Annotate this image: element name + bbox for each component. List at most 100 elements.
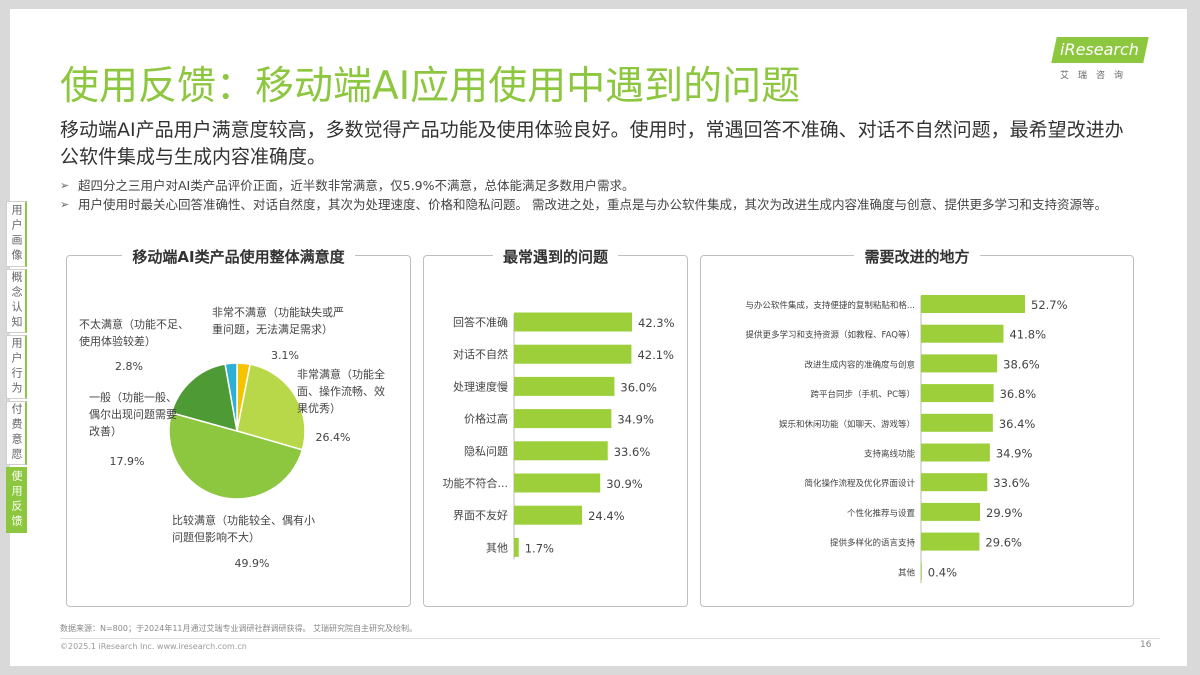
pie-slice <box>236 363 306 451</box>
pie-label: 不太满意（功能不足、 <box>79 317 189 331</box>
pie-label: 非常不满意（功能缺失或严 <box>212 305 344 319</box>
value-label: 38.6% <box>1003 357 1040 371</box>
bullet-list: 超四分之三用户对AI类产品评价正面，近半数非常满意，仅5.9%不满意，总体能满足… <box>60 176 1140 214</box>
improvements-bar-chart: 与办公软件集成，支持便捷的复制粘贴和格... 52.7% 提供更多学习和支持资源（如… <box>745 295 1068 584</box>
pie-label: 面、操作流畅、效 <box>297 384 385 398</box>
nav-tab-user-behavior[interactable]: 用户行为 <box>6 335 27 399</box>
bar <box>921 532 980 551</box>
value-label: 30.9% <box>606 477 643 491</box>
value-label: 36.8% <box>1000 387 1037 401</box>
pie-label: 非常满意（功能全 <box>297 367 385 381</box>
category-label: 处理速度慢 <box>453 379 508 393</box>
panel-title: 需要改进的地方 <box>701 246 1133 267</box>
category-label: 其他 <box>486 541 508 554</box>
panel-title-text: 最常遇到的问题 <box>492 248 618 266</box>
bar <box>514 505 583 525</box>
panel-title: 最常遇到的问题 <box>424 246 687 267</box>
value-label: 34.9% <box>617 413 654 427</box>
category-label: 简化操作流程及优化界面设计 <box>804 478 915 489</box>
panel-title: 移动端AI类产品使用整体满意度 <box>67 246 410 267</box>
logo-text: iResearch <box>1060 40 1139 59</box>
category-label: 对话不自然 <box>453 347 508 361</box>
pie-value-label: 17.9% <box>110 455 145 468</box>
value-label: 24.4% <box>588 509 625 523</box>
page-number: 16 <box>1140 640 1152 650</box>
nav-tab-usage-feedback[interactable]: 使用反馈 <box>6 467 27 533</box>
value-label: 29.6% <box>985 536 1022 550</box>
value-label: 33.6% <box>614 445 651 459</box>
pie-slice <box>170 363 238 433</box>
category-label: 隐私问题 <box>464 445 508 458</box>
pie-value-label: 2.8% <box>115 360 143 373</box>
bar <box>921 502 981 521</box>
pie-value-label: 26.4% <box>316 431 351 444</box>
logo-subtext: 艾瑞咨询 <box>1060 71 1133 81</box>
pie-label: 偶尔出现问题需要 <box>89 407 177 421</box>
bullet-item: 超四分之三用户对AI类产品评价正面，近半数非常满意，仅5.9%不满意，总体能满足… <box>60 176 1140 195</box>
bar <box>514 537 519 557</box>
bar <box>921 324 1004 343</box>
bar <box>921 295 1025 313</box>
bar <box>514 312 632 332</box>
category-label: 其他 <box>898 567 916 578</box>
bar <box>514 441 608 461</box>
bar <box>514 344 632 364</box>
pie-value-label: 3.1% <box>271 349 299 362</box>
bar <box>921 413 993 432</box>
page-title: 使用反馈：移动端AI应用使用中遇到的问题 <box>60 64 801 109</box>
category-label: 改进生成内容的准确度与创意 <box>804 359 915 370</box>
pie-slice <box>168 411 304 500</box>
pie-label: 果优秀） <box>297 402 341 415</box>
value-label: 34.9% <box>996 447 1033 461</box>
category-label: 功能不符合... <box>443 476 509 490</box>
value-label: 36.4% <box>999 417 1036 431</box>
panel-title-text: 需要改进的地方 <box>854 248 980 266</box>
value-label: 52.7% <box>1031 298 1068 312</box>
nav-tab-payment-willingness[interactable]: 付费意愿 <box>6 401 27 465</box>
value-label: 29.9% <box>986 506 1023 520</box>
bar <box>514 473 601 493</box>
category-label: 娱乐和休闲功能（如聊天、游戏等） <box>779 419 915 430</box>
value-label: 42.1% <box>637 348 674 362</box>
pie-label: 比较满意（功能较全、偶有小 <box>172 513 315 527</box>
category-label: 提供多样化的语言支持 <box>830 538 916 549</box>
copyright: ©2025.1 iResearch Inc. www.iresearch.com… <box>60 642 247 651</box>
value-label: 41.8% <box>1009 328 1046 342</box>
category-label: 跨平台同步（手机、PC等） <box>810 389 915 400</box>
category-label: 与办公软件集成，支持便捷的复制粘贴和格... <box>745 300 915 311</box>
category-label: 提供更多学习和支持资源（如教程、FAQ等） <box>746 330 915 341</box>
pie-value-label: 49.9% <box>235 557 270 570</box>
bar <box>921 562 922 581</box>
pie-label: 问题但影响不大） <box>172 530 260 544</box>
bar <box>921 354 998 373</box>
bar <box>921 384 994 403</box>
iresearch-logo: iResearch 艾瑞咨询 <box>1050 37 1150 89</box>
bar <box>514 409 612 429</box>
bullet-item: 用户使用时最关心回答准确性、对话自然度，其次为处理速度、价格和隐私问题。 需改进… <box>60 195 1140 214</box>
footer-divider <box>60 638 1160 639</box>
problems-panel: 最常遇到的问题 回答不准确 42.3% 对话不自然 42.1% 处理速度慢 36.0% 价格… <box>423 248 688 607</box>
category-label: 回答不准确 <box>453 315 508 329</box>
improvements-panel: 需要改进的地方 与办公软件集成，支持便捷的复制粘贴和格... 52.7% 提供更多学… <box>700 248 1134 607</box>
side-navigation: 用户画像 概念认知 用户行为 付费意愿 使用反馈 <box>6 201 30 535</box>
nav-tab-user-profile[interactable]: 用户画像 <box>6 201 27 267</box>
bar <box>514 376 615 396</box>
bar <box>921 473 988 492</box>
value-label: 33.6% <box>993 476 1030 490</box>
bar <box>921 443 990 462</box>
page-subtitle: 移动端AI产品用户满意度较高，多数觉得产品功能及使用体验良好。使用时，常遇回答不… <box>60 119 1124 168</box>
category-label: 个性化推荐与设置 <box>847 508 916 519</box>
satisfaction-panel: 移动端AI类产品使用整体满意度 比较满意（功能较全、偶有小 问题但影响不大） 49.… <box>66 248 411 607</box>
nav-tab-concept-awareness[interactable]: 概念认知 <box>6 269 27 333</box>
problems-bar-chart: 回答不准确 42.3% 对话不自然 42.1% 处理速度慢 36.0% 价格过高 34.9% 隐… <box>443 312 675 560</box>
value-label: 42.3% <box>638 316 675 330</box>
pie-label: 改善） <box>89 424 122 438</box>
panel-title-text: 移动端AI类产品使用整体满意度 <box>122 248 355 266</box>
pie-slice <box>224 362 238 432</box>
data-source-note: 数据来源：N=800；于2024年11月通过艾瑞专业调研社群调研获得。 艾瑞研究… <box>60 624 418 633</box>
pie-label: 使用体验较差） <box>79 334 156 348</box>
value-label: 1.7% <box>525 541 554 555</box>
value-label: 36.0% <box>620 380 657 394</box>
pie-label: 一般（功能一般、 <box>89 390 177 404</box>
